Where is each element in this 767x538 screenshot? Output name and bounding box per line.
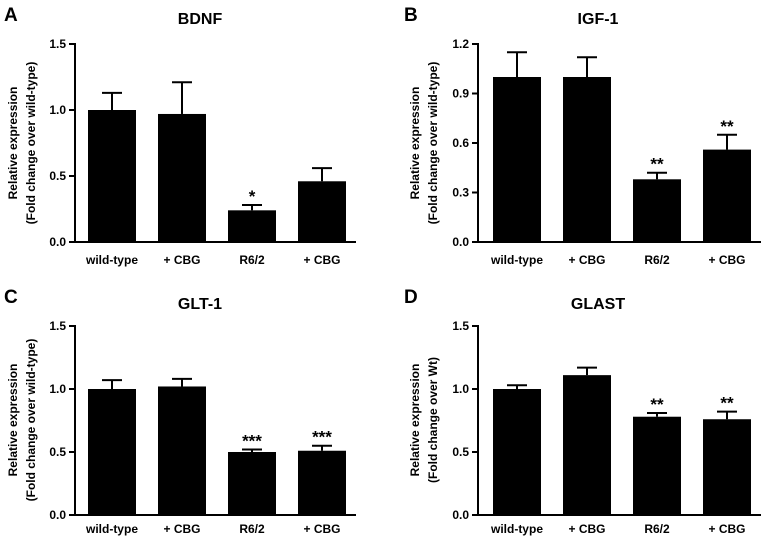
bar — [298, 450, 346, 515]
bar — [563, 375, 611, 515]
y-tick-label: 0.5 — [49, 169, 66, 183]
y-tick-label: 0.0 — [452, 508, 469, 522]
bar — [88, 389, 136, 515]
category-label: wild-type — [490, 253, 543, 267]
y-axis-label: (Fold change over wild-type) — [426, 62, 440, 225]
category-label: + CBG — [303, 253, 340, 267]
y-tick-label: 0.0 — [49, 508, 66, 522]
y-tick-label: 1.0 — [49, 382, 66, 396]
y-axis-label: (Fold change over wild-type) — [24, 62, 38, 225]
y-tick-label: 1.5 — [49, 319, 66, 333]
y-tick-label: 1.0 — [452, 382, 469, 396]
category-label: R6/2 — [644, 253, 670, 267]
bar — [493, 77, 541, 242]
category-label: R6/2 — [239, 253, 265, 267]
chart-title: GLAST — [571, 296, 625, 313]
chart-title: IGF-1 — [578, 11, 619, 28]
panel-letter-b: B — [404, 5, 418, 26]
y-axis-label: Relative expression — [6, 364, 20, 477]
chart-title: GLT-1 — [178, 296, 222, 313]
bar — [158, 386, 206, 515]
bar — [703, 149, 751, 242]
bar — [298, 181, 346, 242]
significance-marker: * — [249, 187, 256, 206]
category-label: + CBG — [708, 522, 745, 536]
significance-marker: ** — [650, 155, 664, 174]
bar — [493, 389, 541, 515]
significance-marker: ** — [720, 394, 734, 413]
y-axis-label: Relative expression — [408, 364, 422, 477]
significance-marker: *** — [242, 431, 262, 450]
y-tick-label: 0.0 — [452, 235, 469, 249]
y-tick-label: 1.2 — [452, 37, 469, 51]
panel-letter-a: A — [4, 5, 18, 26]
category-label: + CBG — [568, 522, 605, 536]
category-label: wild-type — [490, 522, 543, 536]
category-label: + CBG — [708, 253, 745, 267]
bar — [88, 110, 136, 242]
category-label: R6/2 — [644, 522, 670, 536]
category-label: + CBG — [303, 522, 340, 536]
significance-marker: *** — [312, 428, 332, 447]
category-label: + CBG — [568, 253, 605, 267]
significance-marker: ** — [720, 117, 734, 136]
y-tick-label: 1.5 — [49, 37, 66, 51]
panel-letter-d: D — [404, 287, 418, 308]
bar — [228, 210, 276, 242]
y-axis-label: (Fold change over Wt) — [426, 357, 440, 483]
y-tick-label: 1.0 — [49, 103, 66, 117]
y-tick-label: 1.5 — [452, 319, 469, 333]
y-axis-label: Relative expression — [6, 87, 20, 200]
panel-a: A BDNF Relative expression (Fold change ove… — [4, 5, 356, 267]
bar — [158, 113, 206, 243]
category-label: + CBG — [163, 522, 200, 536]
y-tick-label: 0.6 — [452, 136, 469, 150]
category-label: wild-type — [85, 253, 138, 267]
panel-b: B IGF-1 Relative expression (Fold change ov… — [404, 5, 761, 267]
y-tick-label: 0.9 — [452, 87, 469, 101]
y-tick-label: 0.5 — [452, 445, 469, 459]
bar — [633, 416, 681, 515]
bar — [633, 179, 681, 242]
y-axis-label: (Fold change over wild-type) — [24, 339, 38, 502]
y-tick-label: 0.3 — [452, 186, 469, 200]
bar — [228, 452, 276, 515]
y-axis-label: Relative expression — [408, 87, 422, 200]
panel-c: C GLT-1 Relative expression (Fold change ov… — [4, 287, 356, 536]
y-tick-label: 0.5 — [49, 445, 66, 459]
bar — [703, 419, 751, 515]
category-label: + CBG — [163, 253, 200, 267]
panel-letter-c: C — [4, 287, 18, 308]
category-label: R6/2 — [239, 522, 265, 536]
panel-d: D GLAST Relative expression (Fold change ov… — [404, 287, 761, 536]
significance-marker: ** — [650, 395, 664, 414]
bar — [563, 77, 611, 242]
category-label: wild-type — [85, 522, 138, 536]
chart-title: BDNF — [178, 11, 223, 28]
y-tick-label: 0.0 — [49, 235, 66, 249]
